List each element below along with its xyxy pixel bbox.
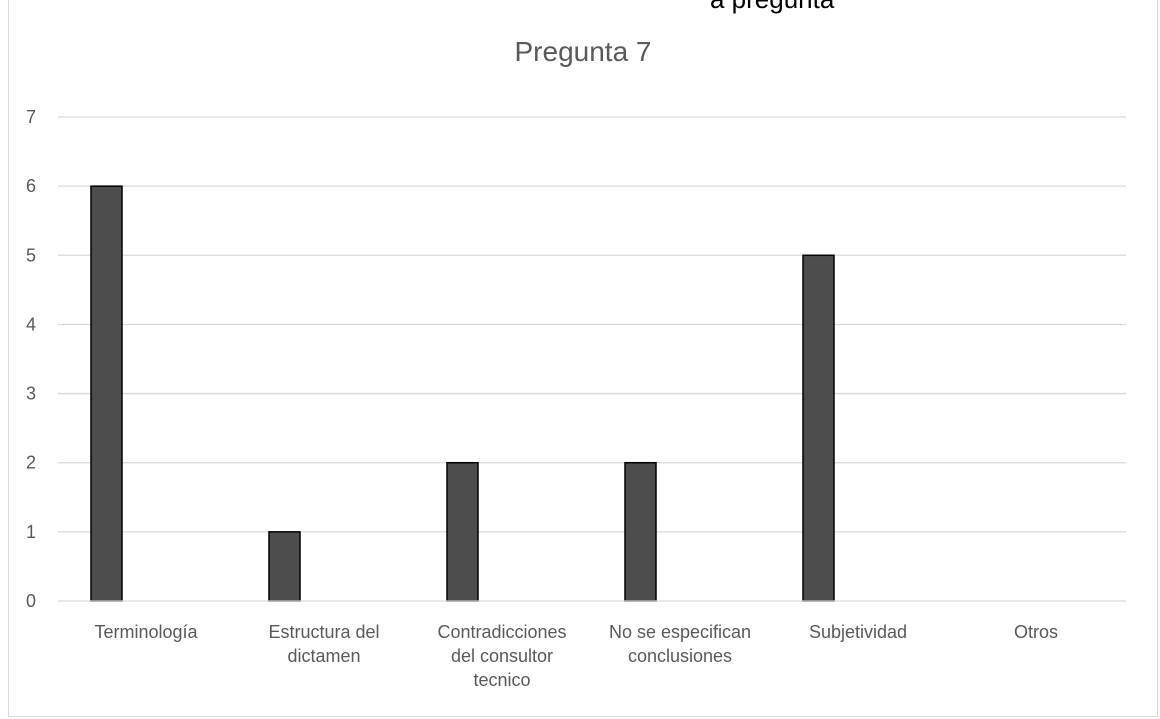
y-tick-label: 2 [26, 453, 36, 473]
chart-title: Pregunta 7 [515, 36, 652, 67]
bar [802, 254, 835, 602]
y-tick-label: 5 [26, 245, 36, 265]
x-tick-label: Terminología [94, 622, 198, 642]
clipped-heading-text: a pregunta [710, 0, 834, 12]
x-tick-label: No se especifican conclusiones [609, 622, 751, 666]
y-tick-label: 3 [26, 384, 36, 404]
chart-area [8, 0, 1158, 717]
x-axis-labels: Terminología Estructura del dictamen Contra… [94, 622, 1058, 690]
bar [90, 185, 123, 602]
x-tick-label: Subjetividad [809, 622, 907, 642]
bar [268, 531, 301, 602]
y-tick-label: 1 [26, 522, 36, 542]
bars [90, 185, 835, 602]
x-tick-label: Contradicciones del consultor tecnico [437, 622, 566, 690]
y-tick-label: 6 [26, 176, 36, 196]
bar [446, 461, 479, 602]
y-tick-label: 4 [26, 314, 36, 334]
y-axis-ticks: 0 1 2 3 4 5 6 7 [26, 107, 36, 611]
y-tick-label: 7 [26, 107, 36, 127]
x-tick-label: Estructura del dictamen [268, 622, 379, 666]
gridlines [58, 116, 1126, 533]
x-tick-label: Otros [1014, 622, 1058, 642]
bar [624, 461, 657, 602]
y-tick-label: 0 [26, 591, 36, 611]
